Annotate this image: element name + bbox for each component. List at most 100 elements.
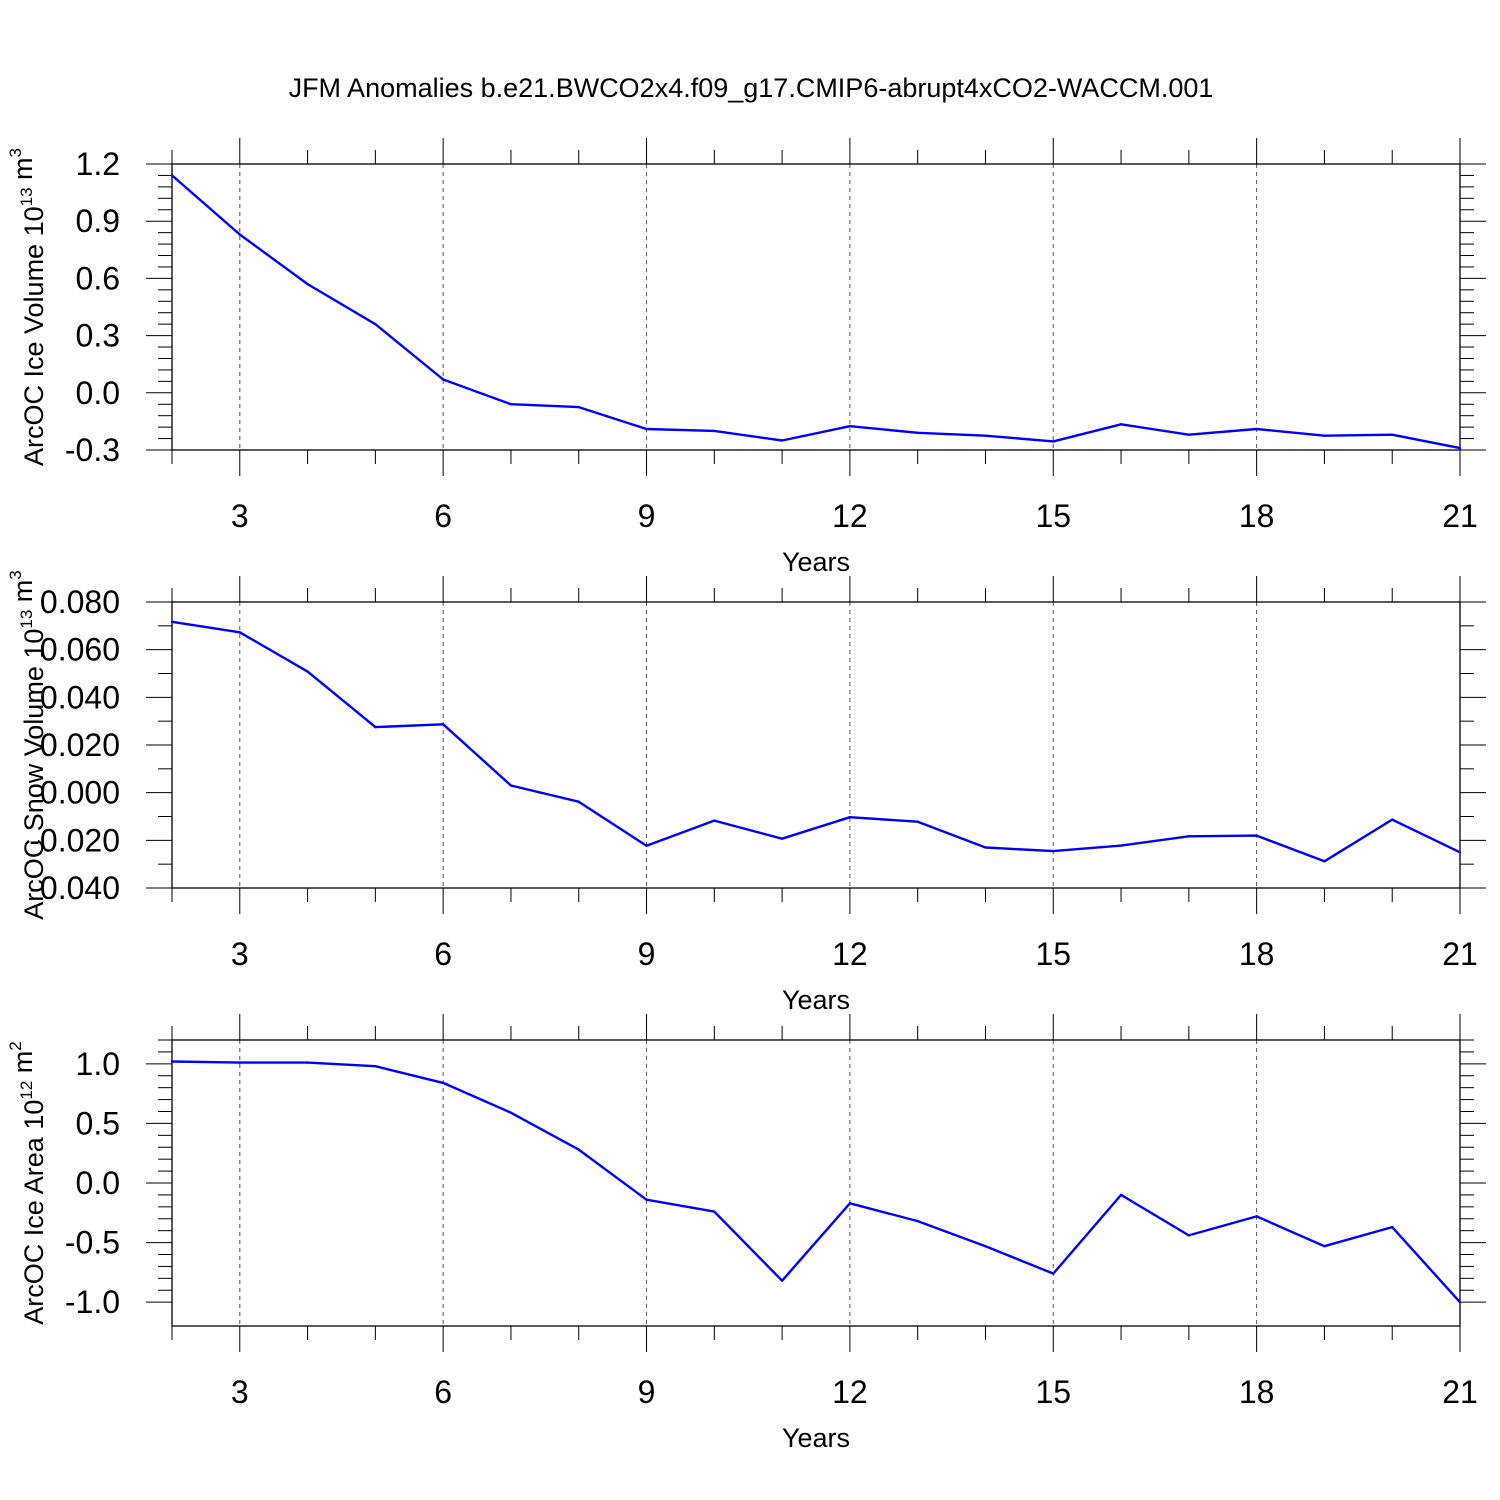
x-tick-label: 6 <box>434 498 452 534</box>
data-point <box>780 837 784 840</box>
y-tick-label: 0.0 <box>76 1165 120 1201</box>
data-point <box>1458 851 1462 854</box>
data-point <box>1323 434 1326 437</box>
data-point <box>306 670 309 673</box>
x-tick-label: 18 <box>1239 498 1275 534</box>
x-tick-label: 15 <box>1035 1374 1071 1410</box>
data-point <box>1255 1215 1258 1218</box>
x-tick-label: 3 <box>231 498 249 534</box>
x-axis-label: Years <box>782 547 850 577</box>
data-point <box>1119 844 1123 847</box>
x-axis-label: Years <box>782 1423 850 1453</box>
data-point <box>645 1198 648 1201</box>
data-point <box>509 784 513 787</box>
y-tick-label: 0.080 <box>40 584 120 620</box>
x-tick-label: 15 <box>1035 498 1071 534</box>
x-tick-label: 3 <box>231 1374 249 1410</box>
x-tick-label: 6 <box>434 936 452 972</box>
chart-panel-2: -0.040 -0.020 0.000 0.020 0.040 0.060 0.080 3 6 9… <box>6 570 1486 1015</box>
data-point <box>713 819 716 822</box>
data-point <box>1323 1244 1326 1248</box>
y-axis-label: ArcOC Ice Area 1012 m2 <box>6 1041 49 1325</box>
data-point <box>1458 446 1462 450</box>
y-tick-label: 1.0 <box>76 1046 120 1082</box>
data-point <box>509 403 513 406</box>
data-point <box>170 174 174 177</box>
x-tick-label: 6 <box>434 1374 452 1410</box>
data-point <box>1052 440 1055 443</box>
data-point <box>1119 1193 1123 1197</box>
panels: -0.3 0.0 0.3 0.6 0.9 1.2 3 6 9 12 15 18 21 Years ArcOC… <box>6 138 1486 1453</box>
x-tick-label: 21 <box>1442 1374 1478 1410</box>
data-point <box>577 1148 580 1151</box>
data-point <box>1255 834 1258 837</box>
x-tick-label: 18 <box>1239 1374 1275 1410</box>
data-point <box>848 816 852 819</box>
y-tick-label: -0.020 <box>29 822 120 858</box>
data-point <box>780 1279 784 1282</box>
data-point <box>984 434 987 437</box>
data-point <box>1187 1234 1191 1237</box>
chart-panel-3: -1.0 -0.5 0.0 0.5 1.0 3 6 9 12 15 18 21 Years ArcOC I… <box>6 1014 1486 1453</box>
data-point <box>984 1244 987 1248</box>
data-point <box>780 439 784 442</box>
x-tick-label: 12 <box>832 936 868 972</box>
plot-frame <box>171 1039 1461 1327</box>
data-point <box>1052 1272 1055 1275</box>
data-point <box>645 427 648 431</box>
data-point <box>1391 1225 1394 1229</box>
data-point <box>374 322 377 326</box>
x-tick-label: 9 <box>638 498 656 534</box>
data-point <box>577 800 580 803</box>
plot-frame <box>171 601 1461 889</box>
x-axis-label: Years <box>782 985 850 1015</box>
data-point <box>1391 433 1394 436</box>
y-tick-label: -0.3 <box>65 432 120 468</box>
y-tick-label: 0.6 <box>76 260 120 296</box>
series-line <box>171 620 1461 863</box>
data-point <box>577 405 580 409</box>
x-tick-label: 21 <box>1442 936 1478 972</box>
y-axis-label: ArcOC Snow Volume 1013 m3 <box>6 570 49 920</box>
data-point <box>1458 1300 1462 1304</box>
x-tick-label: 15 <box>1035 936 1071 972</box>
chart-panel-1: -0.3 0.0 0.3 0.6 0.9 1.2 3 6 9 12 15 18 21 Years ArcOC… <box>6 138 1486 577</box>
data-point <box>645 844 648 848</box>
data-point <box>916 820 919 823</box>
x-tick-label: 12 <box>832 1374 868 1410</box>
data-point <box>306 282 309 286</box>
x-tick-label: 21 <box>1442 498 1478 534</box>
x-tick-label: 12 <box>832 498 868 534</box>
y-tick-label: 0.060 <box>40 632 120 668</box>
data-point <box>374 1065 377 1068</box>
x-tick-label: 9 <box>638 936 656 972</box>
data-point <box>713 1210 716 1213</box>
data-point <box>238 1061 241 1064</box>
data-point <box>441 1081 445 1085</box>
data-point <box>238 233 241 236</box>
data-point <box>848 1202 852 1205</box>
data-point <box>306 1061 309 1064</box>
data-point <box>238 631 241 634</box>
data-point <box>509 1111 513 1114</box>
series-line <box>171 1060 1461 1304</box>
data-point <box>984 846 987 849</box>
series-line <box>171 174 1461 450</box>
y-tick-label: 0.0 <box>76 375 120 411</box>
y-tick-label: -0.5 <box>65 1225 120 1261</box>
data-point <box>1119 423 1123 426</box>
data-point <box>374 725 377 729</box>
plot-frame <box>171 163 1461 451</box>
data-point <box>916 431 919 435</box>
figure-title: JFM Anomalies b.e21.BWCO2x4.f09_g17.CMIP… <box>289 73 1214 103</box>
data-point <box>170 1060 174 1063</box>
data-point <box>1323 860 1326 863</box>
y-axis-label: ArcOC Ice Volume 1013 m3 <box>6 148 49 466</box>
y-tick-label: 0.040 <box>40 679 120 715</box>
data-point <box>1391 818 1394 821</box>
data-point <box>441 378 445 381</box>
y-tick-label: 0.5 <box>76 1105 120 1141</box>
data-point <box>1052 849 1055 853</box>
y-tick-label: -1.0 <box>65 1284 120 1320</box>
